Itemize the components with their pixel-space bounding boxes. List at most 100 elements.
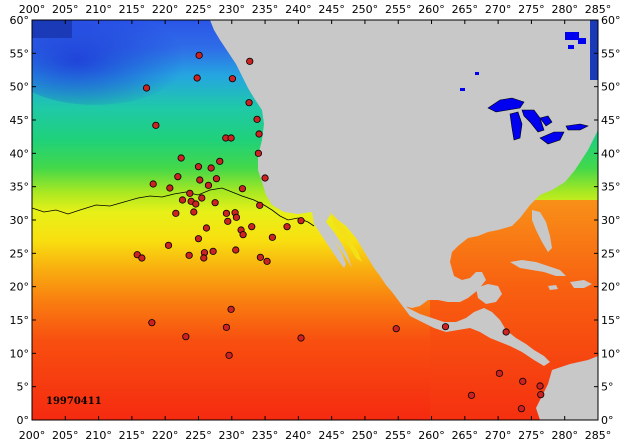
lon-label-top: 205° <box>52 3 79 16</box>
station-marker <box>261 174 269 182</box>
station-marker <box>194 235 203 243</box>
lon-label-bottom: 220° <box>152 429 179 442</box>
land-jamaica <box>548 285 558 290</box>
station-marker <box>502 328 510 336</box>
station-marker <box>211 199 219 207</box>
station-marker <box>297 334 305 342</box>
station-marker <box>185 251 193 259</box>
station-marker <box>200 254 208 262</box>
land-cuba <box>510 260 566 276</box>
lat-label-left: 0° <box>17 414 30 427</box>
lat-label-left: 55° <box>10 47 30 60</box>
station-marker <box>519 377 527 385</box>
lat-label-right: 60° <box>601 14 621 27</box>
lat-label-left: 5° <box>17 381 30 394</box>
lon-label-top: 255° <box>385 3 412 16</box>
station-markers <box>133 51 545 413</box>
lon-label-bottom: 225° <box>185 429 212 442</box>
land-florida <box>532 210 552 252</box>
station-marker <box>256 253 264 261</box>
station-marker <box>253 115 261 123</box>
station-marker <box>537 391 545 399</box>
lon-label-top: 215° <box>119 3 146 16</box>
lon-label-bottom: 250° <box>352 429 379 442</box>
station-marker <box>283 223 291 231</box>
station-marker <box>239 231 247 239</box>
land-south-america <box>536 356 598 420</box>
lon-label-bottom: 245° <box>318 429 345 442</box>
lon-label-top: 230° <box>219 3 246 16</box>
lon-label-bottom: 215° <box>119 429 146 442</box>
station-marker <box>238 185 247 193</box>
station-marker <box>164 241 173 249</box>
station-marker <box>194 163 203 171</box>
cold-core <box>32 20 185 105</box>
station-marker <box>182 333 190 341</box>
station-marker <box>202 224 211 232</box>
lon-label-top: 275° <box>518 3 545 16</box>
lon-label-bottom: 260° <box>418 429 445 442</box>
lat-label-left: 50° <box>10 81 30 94</box>
lat-label-right: 5° <box>601 381 614 394</box>
land-yucatan <box>476 284 502 304</box>
station-marker <box>190 208 198 216</box>
lat-label-right: 35° <box>601 181 621 194</box>
lon-label-bottom: 205° <box>52 429 79 442</box>
station-marker <box>178 196 187 204</box>
station-marker <box>195 51 203 59</box>
lon-label-bottom: 285° <box>585 429 612 442</box>
station-marker <box>232 213 241 221</box>
lon-label-top: 265° <box>452 3 479 16</box>
station-marker <box>441 323 450 331</box>
station-marker <box>263 257 271 265</box>
station-marker <box>212 175 221 183</box>
lon-label-top: 260° <box>418 3 445 16</box>
station-marker <box>256 201 264 209</box>
station-marker <box>517 405 526 413</box>
station-marker <box>193 74 201 82</box>
station-marker <box>255 130 263 138</box>
station-marker <box>152 121 160 129</box>
lon-label-top: 245° <box>318 3 345 16</box>
lon-label-top: 210° <box>85 3 112 16</box>
lon-label-top: 225° <box>185 3 212 16</box>
lat-label-right: 40° <box>601 147 621 160</box>
station-marker <box>204 181 213 189</box>
great-lakes <box>487 97 589 145</box>
station-marker <box>177 154 185 162</box>
lat-label-left: 25° <box>10 247 30 260</box>
station-marker <box>149 180 157 188</box>
station-marker <box>198 194 206 202</box>
station-marker <box>467 391 476 399</box>
station-marker <box>222 323 231 331</box>
lon-label-bottom: 255° <box>385 429 412 442</box>
station-marker <box>392 325 400 333</box>
station-marker <box>148 319 156 327</box>
lon-label-bottom: 270° <box>485 429 512 442</box>
station-marker <box>227 305 235 313</box>
land-north-america <box>210 20 598 308</box>
station-marker <box>268 233 276 241</box>
lon-label-top: 285° <box>585 3 612 16</box>
station-marker <box>196 176 204 184</box>
lat-label-right: 15° <box>601 314 621 327</box>
map-axes: 200° 200° 205° 205° 210° 210° 215° 215° 220° 220°… <box>10 3 621 442</box>
station-marker <box>248 223 256 231</box>
lon-label-bottom: 210° <box>85 429 112 442</box>
station-marker <box>186 189 194 197</box>
station-marker <box>536 382 544 390</box>
lon-label-top: 280° <box>551 3 578 16</box>
lon-label-top: 270° <box>485 3 512 16</box>
station-marker <box>227 134 235 142</box>
gulf-of-california <box>330 212 362 262</box>
lon-label-top: 235° <box>252 3 279 16</box>
station-marker <box>142 84 151 92</box>
station-marker <box>192 200 200 208</box>
station-marker <box>174 173 182 181</box>
lon-label-top: 220° <box>152 3 179 16</box>
station-marker <box>216 157 224 165</box>
lat-label-right: 10° <box>601 347 621 360</box>
arctic-sliver <box>32 20 72 38</box>
